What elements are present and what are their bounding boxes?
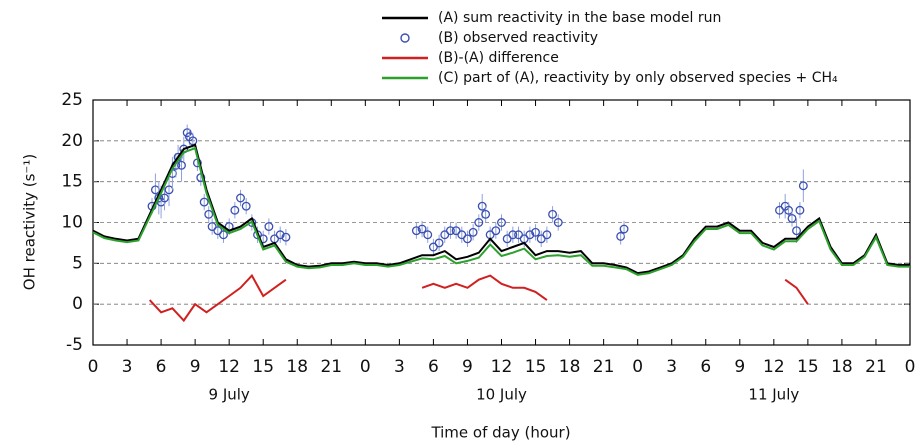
legend-label: (A) sum reactivity in the base model run <box>438 10 721 26</box>
x-tick-label: 15 <box>252 357 274 377</box>
observed-point <box>457 230 467 240</box>
observed-point <box>474 218 484 227</box>
day-label: 9 July <box>209 386 250 404</box>
observed-point <box>199 197 209 207</box>
day-label: 11 July <box>748 386 799 404</box>
legend-label: (B)-(A) difference <box>438 50 559 66</box>
observed-point <box>219 230 228 240</box>
observed-point <box>619 224 629 234</box>
observed-point <box>798 181 808 191</box>
x-tick-label: 9 <box>462 357 473 377</box>
observed-point <box>275 230 285 240</box>
observed-point <box>188 136 198 146</box>
observed-point <box>491 226 501 236</box>
x-tick-label: 6 <box>428 357 439 377</box>
x-tick-label: 18 <box>831 357 853 377</box>
x-tick-label: 18 <box>286 357 308 377</box>
observed-point <box>241 201 251 211</box>
x-tick-label: 21 <box>320 357 342 377</box>
x-tick-label: 3 <box>394 357 405 377</box>
observed-point <box>434 238 444 248</box>
observed-point <box>468 227 478 237</box>
observed-point <box>451 226 461 236</box>
legend-label: (B) observed reactivity <box>438 30 598 46</box>
observed-point <box>264 222 274 232</box>
observed-point <box>207 222 217 232</box>
observed-point <box>230 205 240 215</box>
x-tick-label: 18 <box>559 357 581 377</box>
y-tick-label: 5 <box>72 253 83 273</box>
x-tick-label: 15 <box>797 357 819 377</box>
observed-point <box>417 224 427 234</box>
observed-point <box>428 242 438 252</box>
series-line <box>421 274 548 301</box>
x-tick-label: 6 <box>156 357 167 377</box>
observed-point <box>236 193 245 203</box>
y-tick-label: -5 <box>66 335 83 355</box>
observed-point <box>531 227 540 237</box>
observed-point <box>204 209 214 219</box>
observed-point <box>411 226 421 236</box>
y-tick-label: 10 <box>61 213 83 233</box>
observed-point <box>423 230 433 240</box>
x-tick-label: 12 <box>763 357 785 377</box>
observed-point <box>160 193 169 203</box>
observed-point <box>213 226 223 236</box>
observed-point <box>281 232 291 242</box>
observed-point <box>795 205 805 215</box>
x-tick-label: 15 <box>525 357 547 377</box>
observed-point <box>497 218 506 227</box>
observed-point <box>440 230 450 240</box>
x-tick-label: 21 <box>593 357 615 377</box>
observed-point <box>481 209 491 219</box>
observed-point <box>787 213 797 223</box>
y-tick-label: 15 <box>61 172 83 192</box>
x-axis-label: Time of day (hour) <box>430 424 570 442</box>
observed-point <box>508 230 518 240</box>
observed-point <box>502 234 512 244</box>
x-tick-label: 3 <box>122 357 133 377</box>
observed-point <box>445 226 455 236</box>
y-tick-label: 25 <box>61 90 83 110</box>
y-tick-label: 20 <box>61 131 83 151</box>
observed-point <box>548 209 558 219</box>
observed-point <box>525 230 535 240</box>
x-tick-label: 6 <box>700 357 711 377</box>
x-tick-label: 9 <box>734 357 745 377</box>
legend-marker <box>400 33 410 43</box>
x-tick-label: 21 <box>865 357 887 377</box>
series-line <box>784 278 809 305</box>
series-line <box>92 146 910 276</box>
x-tick-label: 9 <box>190 357 201 377</box>
x-tick-label: 0 <box>905 357 916 377</box>
observed-point <box>514 230 523 240</box>
series-line <box>92 143 910 275</box>
observed-point <box>177 160 186 170</box>
observed-point <box>536 234 546 244</box>
observed-point <box>792 226 801 236</box>
x-tick-label: 12 <box>218 357 240 377</box>
x-tick-label: 12 <box>491 357 513 377</box>
series-line <box>148 273 287 323</box>
x-tick-label: 0 <box>360 357 371 377</box>
observed-point <box>542 230 552 240</box>
x-tick-label: 3 <box>666 357 677 377</box>
y-tick-label: 0 <box>72 294 83 314</box>
day-label: 10 July <box>476 386 527 404</box>
observed-point <box>775 205 784 215</box>
legend-label: (C) part of (A), reactivity by only obse… <box>438 70 838 86</box>
y-axis-label: OH reactivity (s⁻¹) <box>21 154 39 290</box>
observed-point <box>553 218 563 227</box>
x-tick-label: 0 <box>88 357 99 377</box>
x-tick-label: 0 <box>632 357 643 377</box>
observed-point <box>463 234 472 244</box>
